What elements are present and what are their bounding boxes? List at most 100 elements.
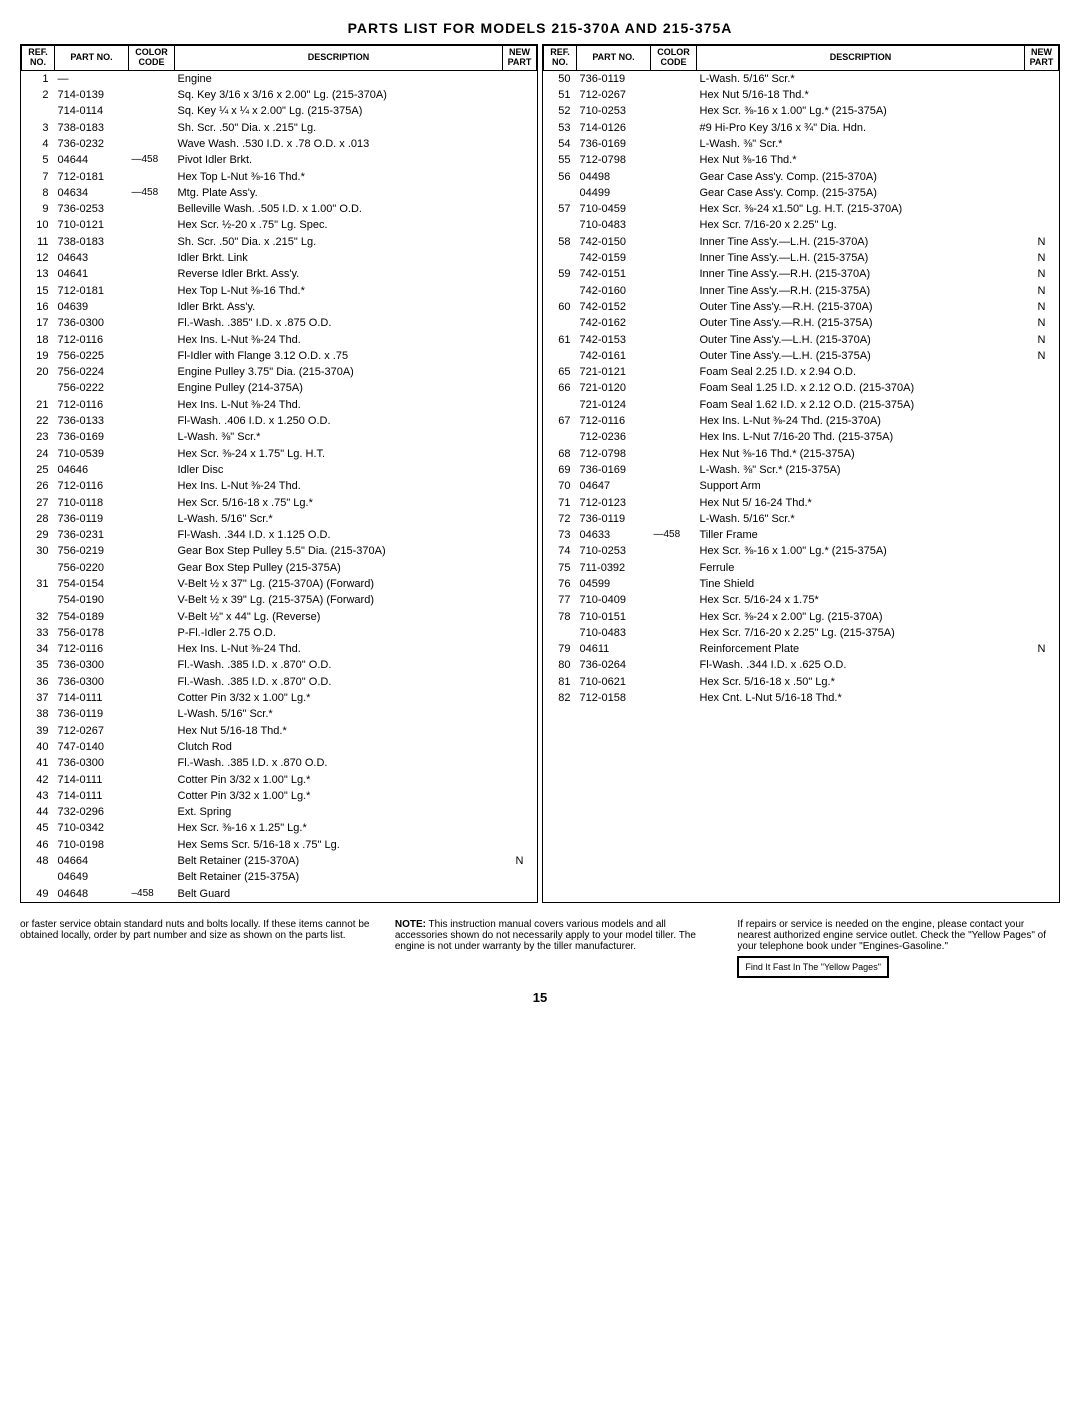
cell-new — [1025, 364, 1059, 380]
cell-color — [651, 397, 697, 413]
table-row: 28736-0119L-Wash. 5/16" Scr.* — [22, 511, 537, 527]
cell-new — [503, 511, 537, 527]
cell-desc: Fl-Wash. .344 I.D. x .625 O.D. — [697, 657, 1025, 673]
table-row: 65721-0121Foam Seal 2.25 I.D. x 2.94 O.D… — [544, 364, 1059, 380]
cell-desc: Outer Tine Ass'y.—L.H. (215-370A) — [697, 332, 1025, 348]
cell-color — [651, 380, 697, 396]
cell-new — [1025, 70, 1059, 87]
table-row: 23736-0169L-Wash. ⅜" Scr.* — [22, 429, 537, 445]
cell-ref: 53 — [544, 120, 577, 136]
cell-new — [503, 543, 537, 559]
cell-desc: Mtg. Plate Ass'y. — [175, 185, 503, 201]
cell-new: N — [1025, 299, 1059, 315]
parts-table-columns: REF. NO. PART NO. COLOR CODE DESCRIPTION… — [20, 44, 1060, 903]
cell-new — [503, 266, 537, 282]
table-row: 53714-0126#9 Hi-Pro Key 3/16 x ¾" Dia. H… — [544, 120, 1059, 136]
cell-desc: Tine Shield — [697, 576, 1025, 592]
table-row: 45710-0342Hex Scr. ⅜-16 x 1.25" Lg.* — [22, 820, 537, 836]
cell-ref: 1 — [22, 70, 55, 87]
table-row: 4904648–458Belt Guard — [22, 886, 537, 902]
cell-desc: Hex Scr. ⅜-16 x 1.25" Lg.* — [175, 820, 503, 836]
table-row: 52710-0253Hex Scr. ⅜-16 x 1.00" Lg.* (21… — [544, 103, 1059, 119]
cell-ref: 19 — [22, 348, 55, 364]
table-row: 17736-0300Fl.-Wash. .385" I.D. x .875 O.… — [22, 315, 537, 331]
cell-new — [1025, 674, 1059, 690]
table-row: 9736-0253Belleville Wash. .505 I.D. x 1.… — [22, 201, 537, 217]
cell-new — [1025, 527, 1059, 543]
table-row: 59742-0151Inner Tine Ass'y.—R.H. (215-37… — [544, 266, 1059, 282]
cell-new — [1025, 625, 1059, 641]
table-row: 67712-0116Hex Ins. L-Nut ⅜-24 Thd. (215-… — [544, 413, 1059, 429]
cell-ref — [544, 283, 577, 299]
table-row: 34712-0116Hex Ins. L-Nut ⅜-24 Thd. — [22, 641, 537, 657]
cell-part: 712-0798 — [577, 446, 651, 462]
cell-desc: Belleville Wash. .505 I.D. x 1.00" O.D. — [175, 201, 503, 217]
table-row: 1304641Reverse Idler Brkt. Ass'y. — [22, 266, 537, 282]
right-text: If repairs or service is needed on the e… — [737, 919, 1046, 952]
cell-part: 04639 — [55, 299, 129, 315]
table-row: 39712-0267Hex Nut 5/16-18 Thd.* — [22, 723, 537, 739]
cell-color — [129, 364, 175, 380]
cell-new — [503, 462, 537, 478]
cell-ref — [544, 185, 577, 201]
cell-part: 04599 — [577, 576, 651, 592]
cell-color — [129, 706, 175, 722]
cell-new — [503, 657, 537, 673]
cell-ref: 11 — [22, 234, 55, 250]
cell-color — [129, 283, 175, 299]
cell-color — [651, 152, 697, 168]
table-row: 66721-0120Foam Seal 1.25 I.D. x 2.12 O.D… — [544, 380, 1059, 396]
cell-color — [651, 332, 697, 348]
cell-ref: 66 — [544, 380, 577, 396]
cell-new — [1025, 413, 1059, 429]
cell-new — [503, 495, 537, 511]
hdr-part: PART NO. — [577, 46, 651, 71]
table-row: 19756-0225Fl-Idler with Flange 3.12 O.D.… — [22, 348, 537, 364]
cell-new — [503, 723, 537, 739]
cell-ref: 81 — [544, 674, 577, 690]
cell-new — [503, 690, 537, 706]
cell-part: 710-0459 — [577, 201, 651, 217]
cell-color — [651, 413, 697, 429]
cell-color — [129, 348, 175, 364]
cell-new: N — [1025, 250, 1059, 266]
cell-part: 712-0116 — [55, 397, 129, 413]
cell-ref — [544, 315, 577, 331]
cell-part: 712-0798 — [577, 152, 651, 168]
cell-part: 712-0116 — [55, 478, 129, 494]
cell-color — [651, 250, 697, 266]
cell-part: 04498 — [577, 169, 651, 185]
cell-ref: 9 — [22, 201, 55, 217]
table-row: 10710-0121Hex Scr. ½-20 x .75" Lg. Spec. — [22, 217, 537, 233]
cell-color — [129, 299, 175, 315]
cell-new — [1025, 136, 1059, 152]
cell-part: 756-0224 — [55, 364, 129, 380]
cell-part: 736-0119 — [577, 511, 651, 527]
cell-new — [503, 185, 537, 201]
cell-new — [503, 169, 537, 185]
cell-part: 714-0114 — [55, 103, 129, 119]
cell-part: 710-0151 — [577, 609, 651, 625]
cell-color — [651, 462, 697, 478]
cell-color — [129, 250, 175, 266]
cell-desc: Hex Top L-Nut ⅜-16 Thd.* — [175, 169, 503, 185]
cell-part: 04644 — [55, 152, 129, 168]
cell-color — [129, 332, 175, 348]
cell-desc: Fl.-Wash. .385 I.D. x .870" O.D. — [175, 674, 503, 690]
cell-part: 736-0119 — [577, 70, 651, 87]
cell-ref — [544, 250, 577, 266]
cell-color — [129, 543, 175, 559]
cell-desc: Fl.-Wash. .385" I.D. x .875 O.D. — [175, 315, 503, 331]
cell-color — [129, 723, 175, 739]
cell-ref: 34 — [22, 641, 55, 657]
cell-part: 710-0253 — [577, 103, 651, 119]
hdr-desc: DESCRIPTION — [175, 46, 503, 71]
cell-desc: Hex Nut ⅜-16 Thd.* — [697, 152, 1025, 168]
cell-desc: #9 Hi-Pro Key 3/16 x ¾" Dia. Hdn. — [697, 120, 1025, 136]
table-row: 40747-0140Clutch Rod — [22, 739, 537, 755]
cell-part: 742-0162 — [577, 315, 651, 331]
cell-desc: L-Wash. 5/16" Scr.* — [697, 511, 1025, 527]
table-row: 75711-0392Ferrule — [544, 560, 1059, 576]
cell-desc: L-Wash. ⅜" Scr.* — [697, 136, 1025, 152]
cell-color — [129, 136, 175, 152]
